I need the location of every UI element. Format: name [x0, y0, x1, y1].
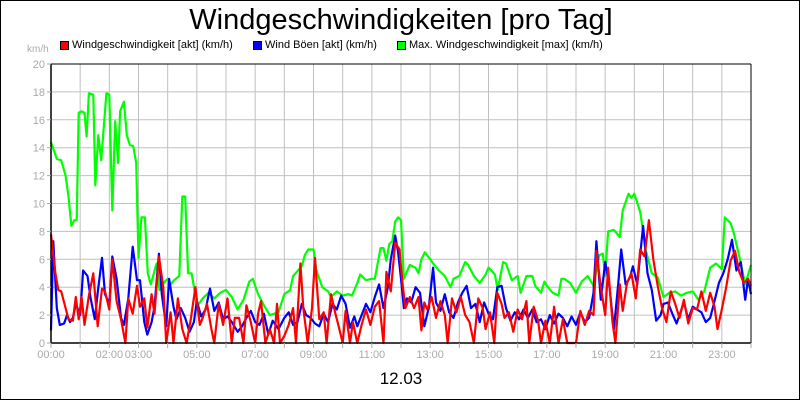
y-tick-label: 6 — [39, 254, 45, 266]
legend-item-speed: Windgeschwindigkeit [akt] (km/h) — [60, 39, 233, 51]
data-series-line — [49, 92, 753, 317]
x-tick-label: 21:00 — [650, 349, 678, 361]
x-tick-label: 13:00 — [416, 349, 444, 361]
x-tick-label: 00:00 — [37, 349, 65, 361]
legend-label: Max. Windgeschwindigkeit [max] (km/h) — [409, 39, 603, 51]
y-tick-label: 2 — [39, 310, 45, 322]
x-tick-label: 02:00 — [96, 349, 124, 361]
chart-title: Windgeschwindigkeiten [pro Tag] — [189, 4, 613, 36]
x-tick-label: 05:00 — [183, 349, 211, 361]
x-tick-label: 23:00 — [708, 349, 736, 361]
x-tick-label: 19:00 — [591, 349, 619, 361]
x-tick-label: 03:00 — [125, 349, 153, 361]
data-series-line — [49, 219, 753, 345]
x-tick-label: 07:00 — [241, 349, 269, 361]
x-axis-date-label: 12.03 — [379, 369, 423, 388]
legend-item-max: Max. Windgeschwindigkeit [max] (km/h) — [397, 39, 603, 51]
y-tick-label: 0 — [39, 338, 45, 350]
x-tick-label: 17:00 — [533, 349, 561, 361]
x-tick-label: 15:00 — [475, 349, 503, 361]
legend-item-gusts: Wind Böen [akt] (km/h) — [253, 39, 377, 51]
x-tick-label: 09:00 — [300, 349, 328, 361]
y-axis-unit: km/h — [27, 44, 49, 55]
y-tick-label: 4 — [39, 282, 45, 294]
legend-label: Wind Böen [akt] (km/h) — [265, 39, 377, 51]
y-tick-label: 20 — [33, 59, 45, 71]
y-tick-label: 18 — [33, 87, 45, 99]
y-tick-label: 16 — [33, 115, 45, 127]
y-tick-label: 8 — [39, 226, 45, 238]
x-tick-label: 11:00 — [358, 349, 385, 361]
legend-swatch-green — [397, 40, 406, 50]
legend-swatch-blue — [253, 40, 262, 50]
legend-label: Windgeschwindigkeit [akt] (km/h) — [72, 39, 233, 51]
data-series-line — [49, 224, 753, 336]
y-tick-label: 10 — [33, 199, 45, 211]
y-tick-label: 14 — [33, 143, 45, 155]
y-tick-label: 12 — [33, 171, 45, 183]
legend-swatch-red — [60, 40, 69, 50]
